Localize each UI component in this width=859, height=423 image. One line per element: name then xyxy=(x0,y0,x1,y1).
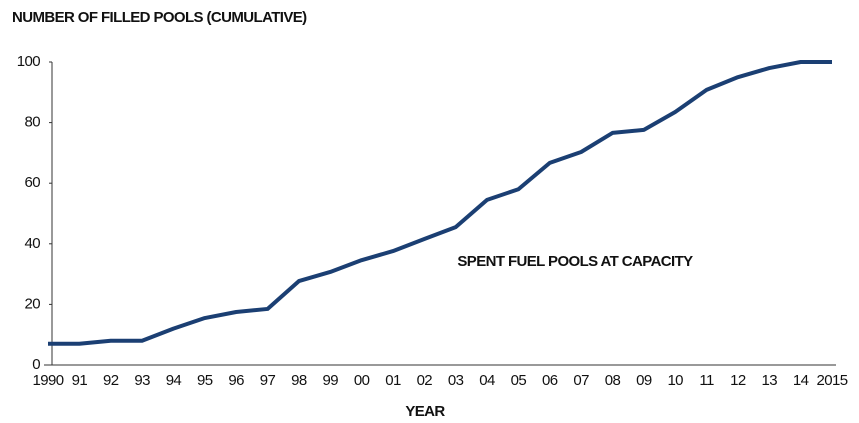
y-tick-label: 60 xyxy=(25,174,41,191)
x-tick-label: 07 xyxy=(573,372,589,389)
x-tick-label: 04 xyxy=(479,372,495,389)
x-tick-label: 00 xyxy=(354,372,370,389)
x-tick-label: 95 xyxy=(197,372,213,389)
chart-title: NUMBER OF FILLED POOLS (CUMULATIVE) xyxy=(12,9,307,26)
x-tick-label: 94 xyxy=(166,372,182,389)
x-tick-label: 96 xyxy=(228,372,244,389)
x-tick-label: 93 xyxy=(134,372,150,389)
annotation: SPENT FUEL POOLS AT CAPACITY xyxy=(457,253,693,270)
x-tick-label: 91 xyxy=(72,372,88,389)
x-axis-label: YEAR xyxy=(405,403,445,420)
x-tick-label: 2015 xyxy=(817,372,848,389)
x-tick-label: 05 xyxy=(511,372,527,389)
y-tick-label: 0 xyxy=(32,356,40,373)
x-tick-label: 09 xyxy=(636,372,652,389)
y-tick-label: 100 xyxy=(17,53,40,70)
y-tick-label: 80 xyxy=(25,114,41,131)
x-tick-label: 13 xyxy=(762,372,778,389)
data-line xyxy=(48,60,832,346)
x-tick-label: 1990 xyxy=(33,372,64,389)
x-tick-label: 98 xyxy=(291,372,307,389)
x-tick-label: 11 xyxy=(699,372,714,389)
x-tick-label: 97 xyxy=(260,372,276,389)
y-tick-label: 40 xyxy=(25,235,41,252)
x-tick-label: 01 xyxy=(385,372,401,389)
x-tick-label: 06 xyxy=(542,372,558,389)
x-tick-label: 99 xyxy=(322,372,338,389)
x-tick-label: 14 xyxy=(793,372,809,389)
x-tick-label: 10 xyxy=(667,372,683,389)
x-tick-label: 92 xyxy=(103,372,119,389)
y-tick-label: 20 xyxy=(25,295,41,312)
x-tick-label: 02 xyxy=(417,372,433,389)
x-tick-label: 08 xyxy=(605,372,621,389)
x-tick-label: 03 xyxy=(448,372,464,389)
x-tick-label: 12 xyxy=(730,372,746,389)
